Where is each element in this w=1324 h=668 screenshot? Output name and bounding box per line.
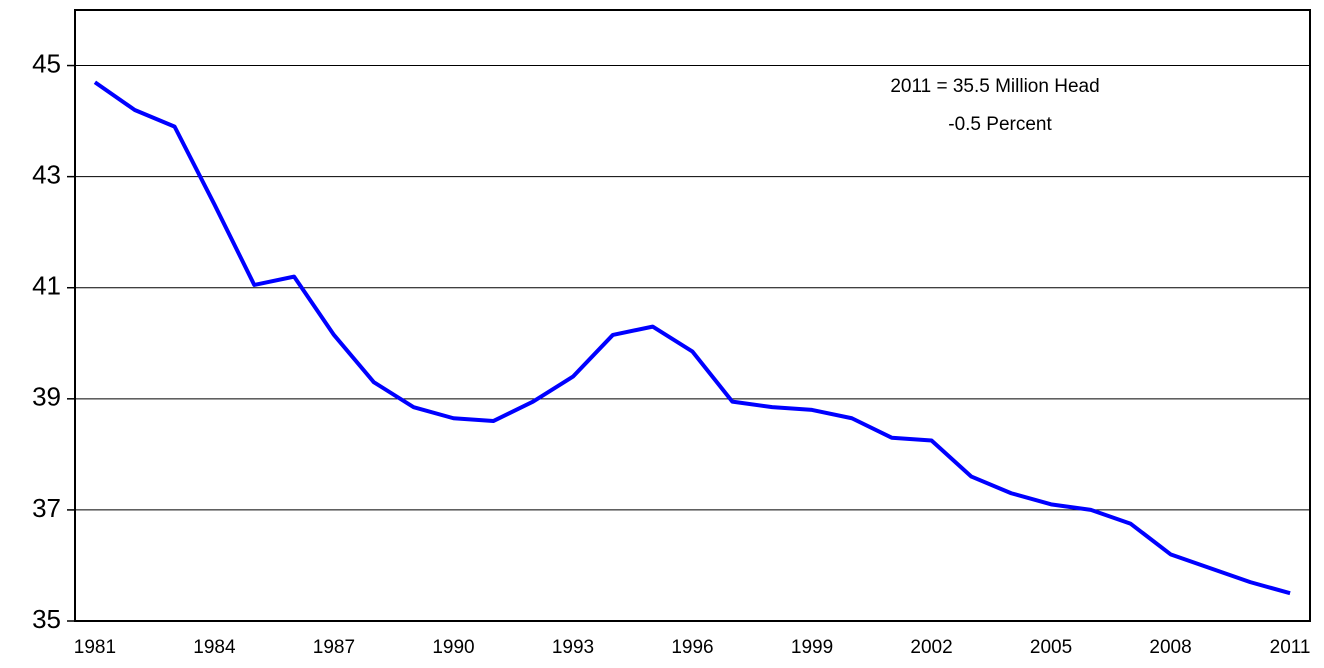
annotation: 2011 = 35.5 Million Head [890, 76, 1099, 97]
plot-border [74, 9, 1311, 622]
y-tick-label: 35 [32, 604, 61, 634]
x-tick-label: 1987 [313, 637, 355, 658]
x-tick-label: 1981 [74, 637, 116, 658]
y-tick-label: 41 [32, 271, 61, 301]
x-tick-label: 1990 [432, 637, 474, 658]
y-tick-label: 37 [32, 493, 61, 523]
y-tick-label: 45 [32, 48, 61, 78]
x-tick-label: 2011 [1270, 637, 1311, 658]
annotation: -0.5 Percent [948, 114, 1052, 135]
x-tick-label: 2005 [1030, 637, 1072, 658]
data-line [93, 80, 1291, 596]
y-tick-label: 43 [32, 160, 61, 190]
x-tick-label: 2002 [910, 637, 952, 658]
x-tick-label: 1999 [791, 637, 833, 658]
x-tick-label: 2008 [1149, 637, 1191, 658]
x-tick-label: 1996 [671, 637, 713, 658]
plot-area [75, 10, 1310, 621]
x-tick-label: 1993 [552, 637, 594, 658]
y-tick-label: 39 [32, 382, 61, 412]
x-tick-label: 1984 [193, 637, 236, 658]
